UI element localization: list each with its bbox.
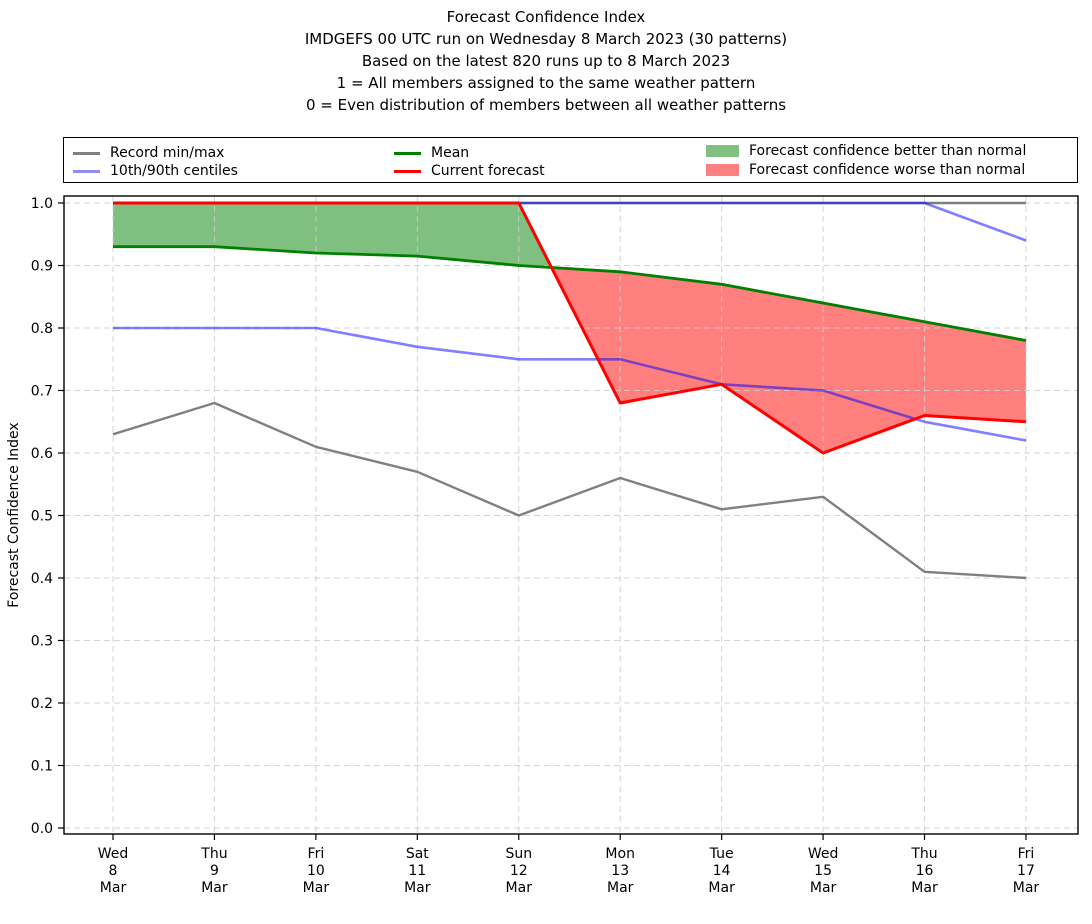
y-tick-label: 0.0: [31, 821, 53, 837]
line-mean: [113, 245, 1027, 342]
legend-label: Forecast confidence better than normal: [749, 143, 1027, 159]
legend-label: Mean: [431, 145, 470, 161]
better-than-normal-swatch: [706, 145, 739, 157]
legend-item-record-minmax: Record min/max: [73, 144, 224, 162]
chart-subtitle-scale-0: 0 = Even distribution of members between…: [305, 96, 787, 114]
fill-worse-than-normal: [551, 267, 1026, 453]
y-tick-label: 0.2: [31, 696, 53, 712]
current-forecast-swatch: [394, 169, 421, 173]
record-minmax-swatch: [73, 151, 100, 155]
line-current-forecast: [113, 201, 1027, 455]
legend-item-centiles: 10th/90th centiles: [73, 162, 238, 180]
chart-subtitle-scale-1: 1 = All members assigned to the same wea…: [336, 74, 756, 92]
x-tick-label: Fri 10 Mar: [303, 846, 330, 896]
y-tick-label: 0.8: [31, 321, 53, 337]
legend-item-worse-than-normal: Forecast confidence worse than normal: [706, 161, 1025, 179]
fill-better-than-normal: [113, 203, 552, 268]
chart-subtitle-run: IMDGEFS 00 UTC run on Wednesday 8 March …: [304, 30, 788, 48]
x-tick-label: Tue 14 Mar: [708, 846, 735, 896]
y-tick-label: 1.0: [31, 196, 53, 212]
y-tick-label: 0.9: [31, 259, 53, 275]
mean-swatch: [394, 151, 421, 155]
legend-label: 10th/90th centiles: [110, 163, 238, 179]
y-tick-label: 0.3: [31, 634, 53, 650]
x-tick-label: Thu 16 Mar: [910, 846, 938, 896]
legend-label: Current forecast: [431, 163, 545, 179]
x-tick-label: Wed 15 Mar: [808, 846, 839, 896]
x-tick-label: Wed 8 Mar: [98, 846, 129, 896]
chart-subtitle-basis: Based on the latest 820 runs up to 8 Mar…: [361, 52, 731, 70]
x-tick-label: Fri 17 Mar: [1013, 846, 1040, 896]
y-tick-label: 0.1: [31, 759, 53, 775]
line-10th-centile: [113, 326, 1027, 442]
x-tick-label: Sun 12 Mar: [505, 846, 532, 896]
worse-than-normal-swatch: [706, 164, 739, 176]
y-tick-label: 0.5: [31, 509, 53, 525]
y-tick-label: 0.6: [31, 446, 53, 462]
x-tick-label: Mon 13 Mar: [605, 846, 635, 896]
x-tick-label: Sat 11 Mar: [404, 846, 431, 896]
centiles-swatch: [73, 169, 100, 173]
y-tick-label: 0.4: [31, 571, 53, 587]
legend: Record min/max 10th/90th centiles Mean C…: [63, 137, 1078, 183]
chart-title: Forecast Confidence Index: [446, 8, 646, 26]
legend-item-mean: Mean: [394, 144, 469, 162]
legend-label: Record min/max: [110, 145, 225, 161]
y-tick-label: 0.7: [31, 384, 53, 400]
x-tick-label: Thu 9 Mar: [200, 846, 228, 896]
title-block: Forecast Confidence Index IMDGEFS 00 UTC…: [0, 6, 1092, 116]
legend-item-current-forecast: Current forecast: [394, 162, 545, 180]
legend-label: Forecast confidence worse than normal: [749, 162, 1026, 178]
legend-item-better-than-normal: Forecast confidence better than normal: [706, 142, 1026, 160]
line-record-min: [112, 401, 1027, 580]
